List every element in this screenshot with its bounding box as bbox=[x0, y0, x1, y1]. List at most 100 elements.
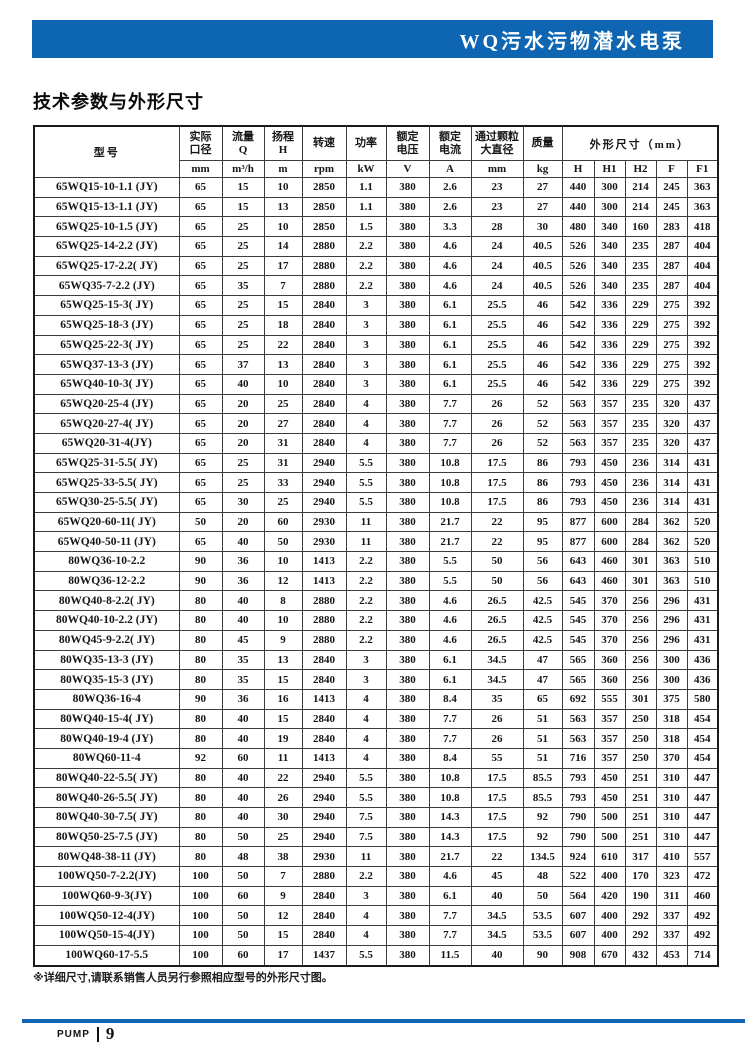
value-cell: 26.5 bbox=[470, 610, 524, 631]
model-cell: 65WQ20-60-11( JY) bbox=[33, 511, 180, 533]
value-cell: 8.4 bbox=[428, 747, 472, 769]
table-row: 65WQ37-13-3 (JY) 65 37 13 2840 3 380 6.1 25.5 46 5… bbox=[33, 354, 719, 375]
value-cell: 5.5 bbox=[345, 472, 387, 493]
value-cell: 580 bbox=[686, 688, 719, 710]
table-row: 65WQ25-22-3( JY) 65 25 22 2840 3 380 6.1 25.5 46 5… bbox=[33, 334, 719, 356]
value-cell: 14 bbox=[263, 236, 303, 257]
value-cell: 1437 bbox=[301, 944, 347, 967]
model-cell: 65WQ20-25-4 (JY) bbox=[33, 393, 180, 415]
value-cell: 256 bbox=[624, 629, 657, 651]
value-cell: 380 bbox=[385, 944, 430, 967]
header-row-labels: 型号 实际 口径 流量 Q 扬程 H 转速 功率 额定 电压 bbox=[33, 125, 719, 178]
value-cell: 2.2 bbox=[345, 610, 387, 631]
model-cell: 80WQ40-26-5.5( JY) bbox=[33, 787, 180, 808]
value-cell: 790 bbox=[561, 807, 595, 828]
value-cell: 65 bbox=[178, 432, 223, 454]
value-cell: 26 bbox=[470, 432, 524, 454]
page-title: 技术参数与外形尺寸 bbox=[33, 92, 204, 112]
dim-header-f1: F1 bbox=[686, 160, 719, 178]
value-cell: 17.5 bbox=[470, 452, 524, 474]
value-cell: 80 bbox=[178, 708, 223, 730]
col-header-speed: 转速 bbox=[301, 125, 347, 161]
table-row: 80WQ36-10-2.2 90 36 10 1413 2.2 380 5.5 50 56 643 4… bbox=[33, 551, 719, 572]
value-cell: 363 bbox=[686, 177, 719, 198]
value-cell: 2840 bbox=[301, 413, 347, 434]
model-cell: 65WQ35-7-2.2 (JY) bbox=[33, 275, 180, 297]
value-cell: 380 bbox=[385, 728, 430, 749]
value-cell: 3 bbox=[345, 373, 387, 395]
value-cell: 25 bbox=[221, 216, 265, 238]
value-cell: 34.5 bbox=[470, 905, 524, 927]
value-cell: 90 bbox=[522, 944, 563, 967]
value-cell: 170 bbox=[624, 866, 657, 887]
value-cell: 80 bbox=[178, 826, 223, 848]
value-cell: 793 bbox=[561, 472, 595, 493]
value-cell: 522 bbox=[561, 866, 595, 887]
value-cell: 80 bbox=[178, 787, 223, 808]
value-cell: 6.1 bbox=[428, 669, 472, 690]
value-cell: 2.2 bbox=[345, 236, 387, 257]
value-cell: 454 bbox=[686, 747, 719, 769]
value-cell: 35 bbox=[221, 669, 265, 690]
value-cell: 48 bbox=[221, 846, 265, 868]
table-row: 100WQ60-9-3(JY) 100 60 9 2840 3 380 6.1 40 50 564 4… bbox=[33, 885, 719, 907]
value-cell: 380 bbox=[385, 255, 430, 277]
value-cell: 460 bbox=[593, 570, 626, 592]
value-cell: 320 bbox=[655, 413, 688, 434]
value-cell: 2.6 bbox=[428, 196, 472, 218]
value-cell: 340 bbox=[593, 275, 626, 297]
value-cell: 28 bbox=[470, 216, 524, 238]
value-cell: 53.5 bbox=[522, 925, 563, 946]
value-cell: 256 bbox=[624, 649, 657, 671]
value-cell: 3.3 bbox=[428, 216, 472, 238]
value-cell: 47 bbox=[522, 669, 563, 690]
value-cell: 431 bbox=[686, 472, 719, 493]
col-header-line: 电流 bbox=[439, 143, 461, 156]
value-cell: 51 bbox=[522, 728, 563, 749]
value-cell: 7.5 bbox=[345, 807, 387, 828]
value-cell: 65 bbox=[178, 393, 223, 415]
value-cell: 323 bbox=[655, 866, 688, 887]
value-cell: 65 bbox=[178, 472, 223, 493]
value-cell: 2880 bbox=[301, 275, 347, 297]
model-cell: 80WQ35-15-3 (JY) bbox=[33, 669, 180, 690]
value-cell: 565 bbox=[561, 669, 595, 690]
value-cell: 80 bbox=[178, 767, 223, 789]
value-cell: 7.7 bbox=[428, 708, 472, 730]
value-cell: 235 bbox=[624, 255, 657, 277]
value-cell: 563 bbox=[561, 432, 595, 454]
value-cell: 380 bbox=[385, 275, 430, 297]
value-cell: 50 bbox=[470, 570, 524, 592]
value-cell: 229 bbox=[624, 334, 657, 356]
model-cell: 65WQ25-18-3 (JY) bbox=[33, 314, 180, 336]
value-cell: 410 bbox=[655, 846, 688, 868]
value-cell: 40 bbox=[221, 728, 265, 749]
value-cell: 545 bbox=[561, 629, 595, 651]
value-cell: 404 bbox=[686, 236, 719, 257]
value-cell: 380 bbox=[385, 846, 430, 868]
value-cell: 392 bbox=[686, 314, 719, 336]
value-cell: 34.5 bbox=[470, 669, 524, 690]
value-cell: 380 bbox=[385, 472, 430, 493]
value-cell: 256 bbox=[624, 590, 657, 612]
value-cell: 440 bbox=[561, 196, 595, 218]
value-cell: 21.7 bbox=[428, 511, 472, 533]
value-cell: 526 bbox=[561, 236, 595, 257]
value-cell: 440 bbox=[561, 177, 595, 198]
value-cell: 3 bbox=[345, 354, 387, 375]
value-cell: 80 bbox=[178, 807, 223, 828]
value-cell: 65 bbox=[178, 216, 223, 238]
value-cell: 50 bbox=[221, 925, 265, 946]
value-cell: 311 bbox=[655, 885, 688, 907]
value-cell: 1413 bbox=[301, 570, 347, 592]
value-cell: 714 bbox=[686, 944, 719, 967]
value-cell: 40 bbox=[221, 767, 265, 789]
value-cell: 542 bbox=[561, 295, 595, 316]
value-cell: 607 bbox=[561, 925, 595, 946]
value-cell: 500 bbox=[593, 826, 626, 848]
model-cell: 65WQ37-13-3 (JY) bbox=[33, 354, 180, 375]
value-cell: 380 bbox=[385, 236, 430, 257]
value-cell: 10 bbox=[263, 551, 303, 572]
value-cell: 100 bbox=[178, 866, 223, 887]
value-cell: 229 bbox=[624, 354, 657, 375]
